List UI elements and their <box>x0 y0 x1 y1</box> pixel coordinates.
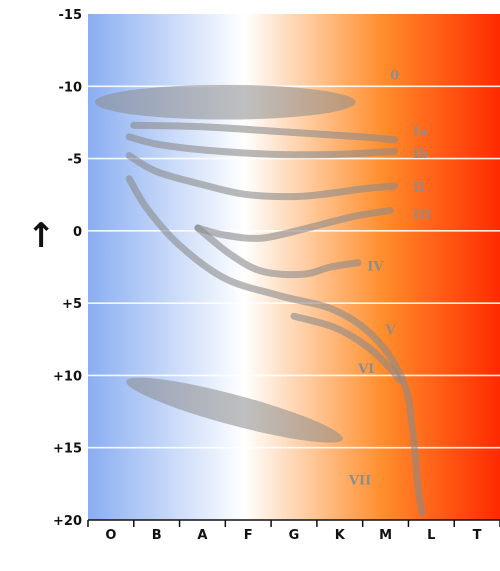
class-Ia-curve <box>130 121 399 144</box>
y-tick-label: -15 <box>59 8 83 23</box>
class-0-band <box>94 84 356 120</box>
y-axis: -15 -10 -5 0 +5 +10 +15 +20 <box>53 8 82 529</box>
x-category-label: L <box>427 528 435 543</box>
x-category-label: G <box>289 528 300 543</box>
class-label: 0 <box>390 69 399 84</box>
y-axis-arrow-label: ↑ <box>27 216 56 256</box>
class-Ib-curve <box>125 133 399 159</box>
class-IV-curve <box>194 224 362 279</box>
class-V-curve <box>125 175 426 517</box>
y-tick-label: -5 <box>68 153 82 168</box>
class-VI-curve <box>290 312 403 384</box>
class-label: II <box>413 180 425 195</box>
class-label: VII <box>348 474 371 489</box>
x-category-label: K <box>335 528 346 543</box>
x-category-label: M <box>379 528 392 543</box>
y-tick-label: +10 <box>53 369 82 384</box>
class-III-curve <box>194 207 394 242</box>
x-category-label: B <box>152 528 162 543</box>
class-label: Ia <box>413 125 428 140</box>
class-label: III <box>413 208 431 223</box>
class-label: IV <box>367 260 384 275</box>
y-tick-label: -10 <box>59 80 83 95</box>
y-tick-label: 0 <box>73 225 82 240</box>
y-tick-label: +5 <box>62 297 82 312</box>
luminosity-class-shapes <box>94 84 426 517</box>
x-category-label: T <box>473 528 482 543</box>
class-VII-band <box>126 377 343 443</box>
x-category-label: O <box>105 528 116 543</box>
class-II-curve <box>125 152 399 201</box>
y-tick-label: +15 <box>53 442 82 457</box>
class-label: VI <box>357 362 374 377</box>
x-category-label: F <box>244 528 253 543</box>
class-label: Ib <box>413 147 428 162</box>
y-tick-label: +20 <box>53 514 82 529</box>
x-category-label: A <box>197 528 207 543</box>
class-label: V <box>385 323 397 338</box>
